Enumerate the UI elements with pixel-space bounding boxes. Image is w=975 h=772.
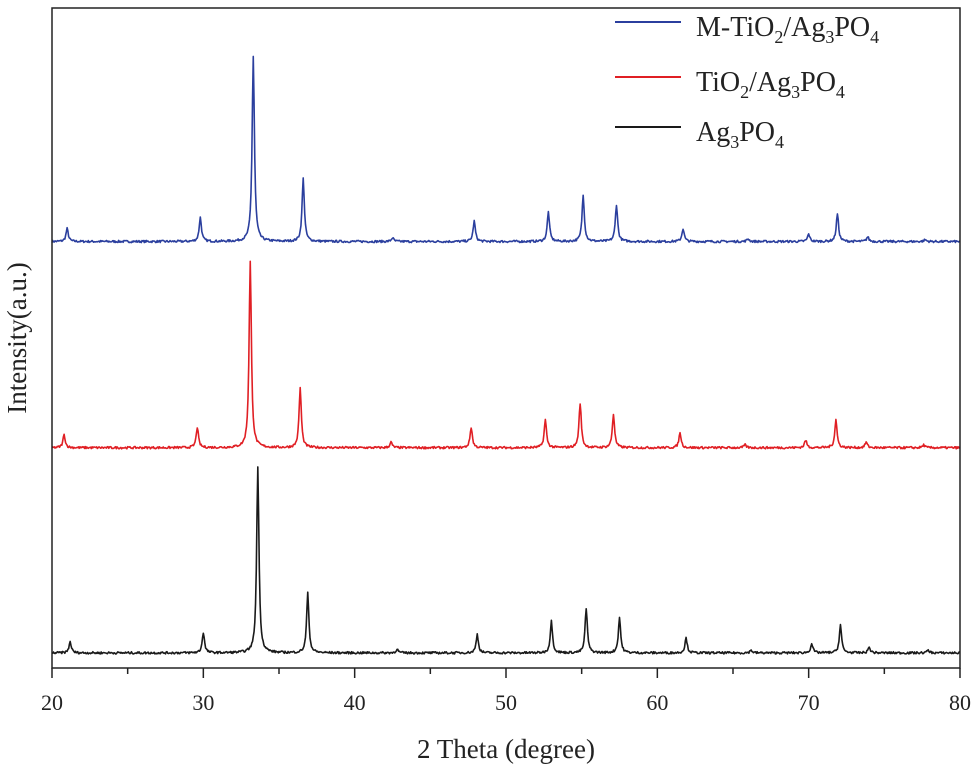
legend: M-TiO2/Ag3PO4 TiO2/Ag3PO4 Ag3PO4 [615,12,879,152]
legend-label-1: TiO2/Ag3PO4 [696,67,845,102]
y-axis-label: Intensity(a.u.) [2,262,32,413]
x-tick-label: 20 [41,690,63,715]
x-axis-label: 2 Theta (degree) [417,734,595,764]
x-tick-label: 80 [949,690,971,715]
x-tick-label: 50 [495,690,517,715]
plot-frame [51,7,961,669]
series-layer [51,55,961,655]
legend-label-2: Ag3PO4 [696,117,784,152]
series-line-1 [51,260,961,450]
series-line-0 [51,55,961,244]
x-tick-label: 40 [344,690,366,715]
x-tick-label: 70 [798,690,820,715]
x-tick-label: 30 [192,690,214,715]
legend-label-0: M-TiO2/Ag3PO4 [696,12,879,47]
x-tick-label: 60 [646,690,668,715]
series-line-2 [51,466,961,655]
x-axis-ticks: 20 30 40 50 60 70 80 [41,668,971,715]
